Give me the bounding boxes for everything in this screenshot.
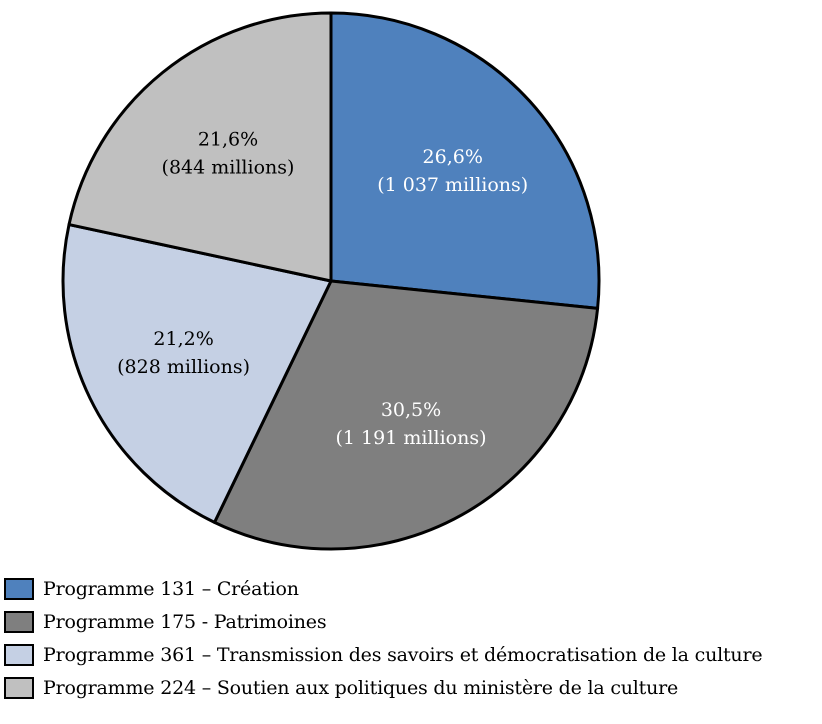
data-label-percent-programme-175: 30,5% (381, 399, 441, 421)
legend-item-programme-361: Programme 361 – Transmission des savoirs… (4, 638, 818, 671)
pie-slice-programme-175 (213, 279, 600, 551)
pie-data-labels: 26,6% (1 037 millions) 30,5% (1 191 million… (117, 128, 528, 449)
pie-slice-programme-224 (67, 11, 333, 283)
data-label-amount-programme-361: (828 millions) (117, 356, 250, 378)
legend-item-programme-175: Programme 175 - Patrimoines (4, 605, 818, 638)
legend-label-programme-131: Programme 131 – Création (43, 577, 299, 600)
legend-item-programme-131: Programme 131 – Création (4, 572, 818, 605)
data-label-percent-programme-361: 21,2% (153, 328, 213, 350)
legend-label-programme-175: Programme 175 - Patrimoines (43, 610, 327, 633)
legend-swatch-programme-175 (4, 610, 34, 633)
data-label-amount-programme-131: (1 037 millions) (377, 174, 528, 196)
legend-swatch-programme-131 (4, 577, 34, 600)
legend-label-programme-224: Programme 224 – Soutien aux politiques d… (43, 676, 679, 699)
pie-slices (61, 11, 601, 551)
data-label-percent-programme-131: 26,6% (423, 146, 483, 168)
data-label-amount-programme-224: (844 millions) (162, 156, 295, 178)
data-label-amount-programme-175: (1 191 millions) (335, 427, 486, 449)
legend-label-programme-361: Programme 361 – Transmission des savoirs… (43, 643, 763, 666)
pie-slice-programme-131 (329, 11, 601, 310)
data-label-percent-programme-224: 21,6% (198, 128, 258, 150)
pie-slice-programme-361 (61, 223, 333, 524)
legend-swatch-programme-361 (4, 643, 34, 666)
legend-swatch-programme-224 (4, 676, 34, 699)
pie-chart: 26,6% (1 037 millions) 30,5% (1 191 million… (61, 11, 601, 551)
legend-item-programme-224: Programme 224 – Soutien aux politiques d… (4, 671, 818, 704)
chart-legend: Programme 131 – Création Programme 175 -… (4, 572, 818, 704)
